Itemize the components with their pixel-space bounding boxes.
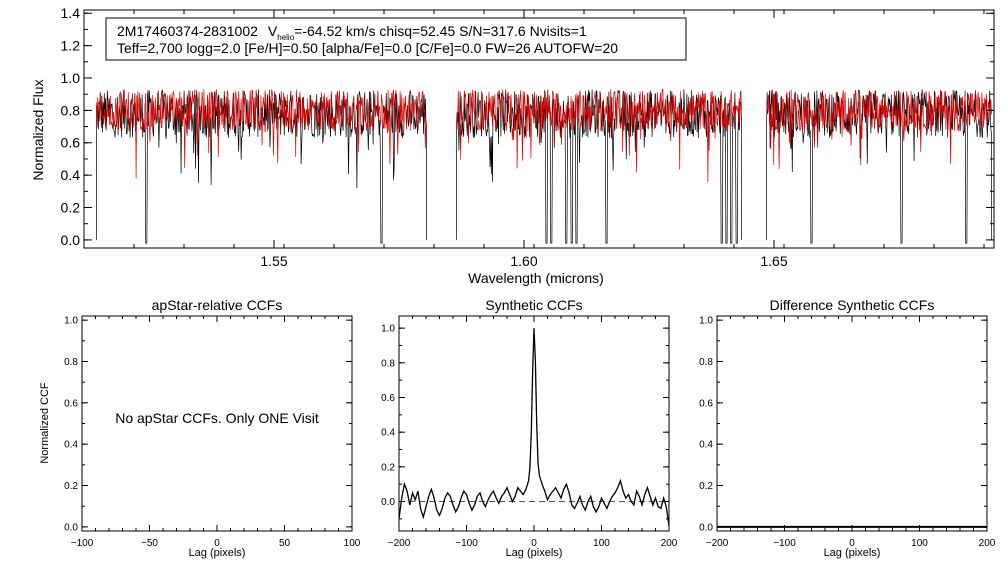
x-tick-label: −50 [141, 538, 158, 549]
y-tick-label: 0.8 [381, 358, 395, 369]
difference-ccf-title: Difference Synthetic CCFs [770, 297, 935, 313]
vhelio-subscript: helio [277, 33, 294, 42]
x-tick-label: 100 [593, 538, 610, 549]
y-tick-label: 0.4 [699, 440, 713, 451]
x-tick-label: −200 [706, 538, 729, 549]
model-spectrum-line [96, 89, 992, 183]
y-tick-label: 0.2 [61, 199, 81, 215]
spectrum-panel: 1.55 1.60 1.65 0.0 0.2 0.4 0.6 0.8 1.0 1.2 1.4 Wav… [30, 5, 995, 286]
x-tick-label: 1.55 [260, 253, 287, 269]
x-tick-label: −100 [71, 538, 94, 549]
x-tick-label: 200 [979, 538, 996, 549]
y-tick-label: 1.4 [61, 5, 81, 21]
legend-header-line: 2M17460374-2831002 Vhelio=-64.52 km/s chi… [117, 23, 587, 42]
difference-axes-frame [716, 315, 988, 532]
y-tick-label: 0.8 [64, 357, 78, 368]
apstar-annotation: No apStar CCFs. Only ONE Visit [115, 410, 319, 426]
x-tick-label: 1.65 [760, 253, 787, 269]
spectrum-ylabel: Normalized Flux [30, 79, 46, 180]
x-tick-label: 50 [279, 538, 291, 549]
apstar-axis-ticks: −100 −50 0 50 100 0.0 0.2 0.4 0.6 0.8 1.0 [64, 316, 361, 549]
apstar-axes-frame [81, 315, 353, 532]
y-tick-label: 0.8 [61, 102, 81, 118]
legend-box-frame [105, 17, 687, 61]
x-tick-label: −200 [388, 538, 411, 549]
y-tick-label: 0.4 [381, 428, 395, 439]
difference-ccf-panel: Difference Synthetic CCFs −200 −100 0 100 20… [699, 297, 996, 559]
y-tick-label: 1.2 [61, 38, 81, 54]
synthetic-ccf-plot [398, 328, 670, 526]
x-tick-label: −100 [773, 538, 796, 549]
spectrum-curves [96, 89, 992, 244]
synthetic-ccf-title: Synthetic CCFs [485, 297, 582, 313]
y-tick-label: 0.6 [61, 135, 81, 151]
y-tick-label: 0.2 [381, 462, 395, 473]
y-tick-label: 0.6 [381, 393, 395, 404]
synthetic-axes-frame [398, 315, 670, 532]
synthetic-ccf-line [398, 328, 670, 526]
y-tick-label: 0.2 [64, 481, 78, 492]
legend-params-line: Teff=2,700 logg=2.0 [Fe/H]=0.50 [alpha/F… [117, 40, 618, 56]
spectrum-xlabel: Wavelength (microns) [468, 270, 604, 286]
difference-xlabel: Lag (pixels) [824, 547, 881, 559]
spectrum-axes-frame [83, 9, 995, 249]
x-tick-label: 0 [531, 538, 537, 549]
apstar-ccf-title: apStar-relative CCFs [152, 297, 283, 313]
apstar-xlabel: Lag (pixels) [189, 547, 246, 559]
x-tick-label: 100 [911, 538, 928, 549]
apstar-ccf-panel: apStar-relative CCFs −100 −50 0 50 100 0.0 0.2… [39, 297, 361, 559]
x-tick-label: 1.60 [510, 253, 537, 269]
x-tick-label: 100 [344, 538, 361, 549]
x-tick-label: 0 [849, 538, 855, 549]
x-tick-label: −100 [455, 538, 478, 549]
y-tick-label: 0.8 [699, 357, 713, 368]
y-tick-label: 1.0 [61, 70, 81, 86]
y-tick-label: 0.2 [699, 481, 713, 492]
x-tick-label: 200 [661, 538, 678, 549]
synthetic-xlabel: Lag (pixels) [506, 547, 563, 559]
y-tick-label: 0.4 [64, 440, 78, 451]
y-tick-label: 0.0 [64, 522, 78, 533]
y-tick-label: 1.0 [64, 316, 78, 327]
vhelio-symbol: V [268, 23, 278, 39]
star-id: 2M17460374-2831002 [117, 23, 258, 39]
y-tick-label: 0.0 [699, 522, 713, 533]
observed-spectrum-line [96, 89, 992, 244]
x-tick-label: 0 [214, 538, 220, 549]
y-tick-label: 0.0 [381, 497, 395, 508]
y-tick-label: 0.4 [61, 167, 81, 183]
vhelio-values: =-64.52 km/s chisq=52.45 S/N=317.6 Nvisi… [294, 23, 587, 39]
difference-axis-ticks: −200 −100 0 100 200 0.0 0.2 0.4 0.6 0.8 1.0 [699, 316, 996, 549]
y-tick-label: 0.6 [64, 398, 78, 409]
y-tick-label: 1.0 [381, 324, 395, 335]
y-tick-label: 0.6 [699, 398, 713, 409]
apstar-ylabel: Normalized CCF [39, 382, 51, 464]
y-tick-label: 0.0 [61, 232, 81, 248]
synthetic-axis-ticks: −200 −100 0 100 200 0.0 0.2 0.4 0.6 0.8 1.0 [381, 316, 678, 549]
synthetic-ccf-panel: Synthetic CCFs −200 −100 0 100 200 0.0 0.2 0.4 0… [381, 297, 678, 559]
spectrum-legend-box: 2M17460374-2831002 Vhelio=-64.52 km/s chi… [105, 17, 687, 61]
y-tick-label: 1.0 [699, 316, 713, 327]
